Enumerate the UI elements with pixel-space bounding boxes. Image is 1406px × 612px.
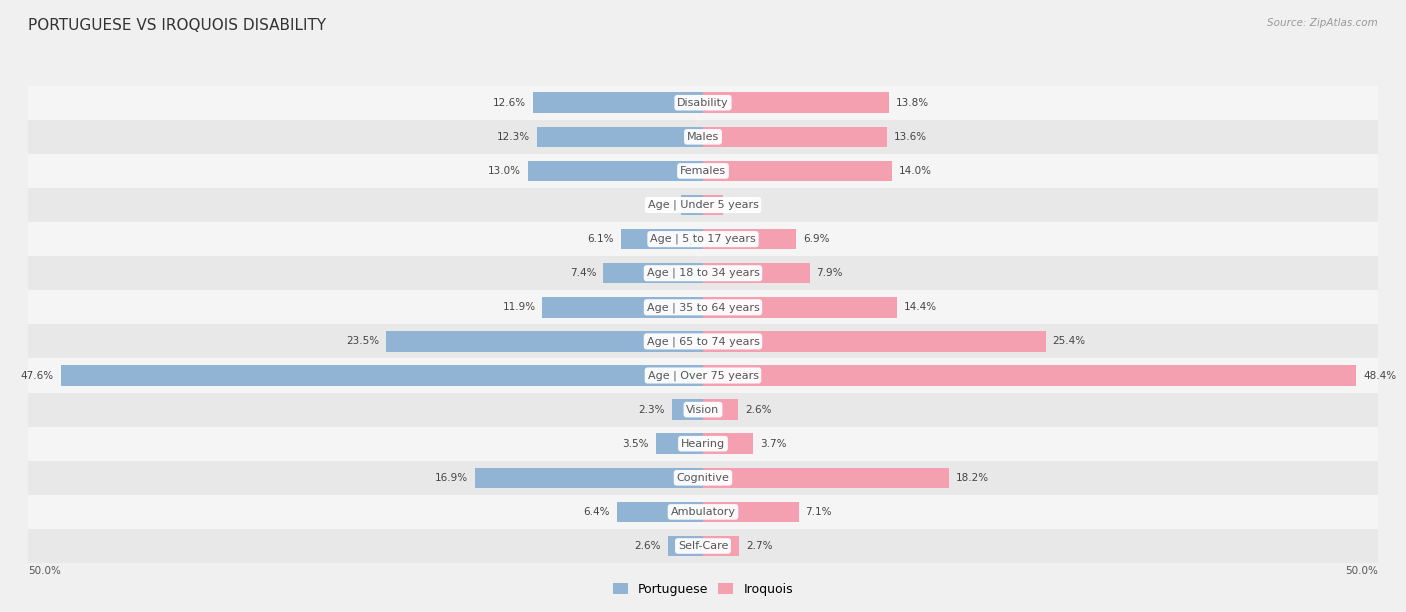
Bar <box>703 331 1046 352</box>
Bar <box>617 502 703 522</box>
Bar <box>28 256 1378 290</box>
Text: Disability: Disability <box>678 98 728 108</box>
Text: 1.6%: 1.6% <box>648 200 675 210</box>
Text: 6.4%: 6.4% <box>583 507 610 517</box>
Text: 7.4%: 7.4% <box>569 268 596 278</box>
Bar <box>28 529 1378 563</box>
Text: 13.6%: 13.6% <box>893 132 927 142</box>
Text: 12.3%: 12.3% <box>498 132 530 142</box>
Text: 2.6%: 2.6% <box>745 405 772 414</box>
Text: 48.4%: 48.4% <box>1362 370 1396 381</box>
Bar <box>703 536 740 556</box>
Text: 47.6%: 47.6% <box>21 370 53 381</box>
Bar <box>703 161 891 181</box>
Bar <box>655 433 703 454</box>
Bar <box>475 468 703 488</box>
Text: 6.1%: 6.1% <box>588 234 614 244</box>
Text: Self-Care: Self-Care <box>678 541 728 551</box>
Text: 3.5%: 3.5% <box>623 439 650 449</box>
Text: Age | 18 to 34 years: Age | 18 to 34 years <box>647 268 759 278</box>
Bar <box>703 127 887 147</box>
Text: 1.5%: 1.5% <box>730 200 756 210</box>
Text: 12.6%: 12.6% <box>494 98 526 108</box>
Bar <box>28 495 1378 529</box>
Text: PORTUGUESE VS IROQUOIS DISABILITY: PORTUGUESE VS IROQUOIS DISABILITY <box>28 18 326 34</box>
Text: 6.9%: 6.9% <box>803 234 830 244</box>
Bar <box>28 461 1378 495</box>
Bar <box>527 161 703 181</box>
Bar <box>28 154 1378 188</box>
Text: 18.2%: 18.2% <box>956 473 988 483</box>
Text: Age | Over 75 years: Age | Over 75 years <box>648 370 758 381</box>
Text: 7.1%: 7.1% <box>806 507 832 517</box>
Text: Source: ZipAtlas.com: Source: ZipAtlas.com <box>1267 18 1378 28</box>
Text: Age | 65 to 74 years: Age | 65 to 74 years <box>647 336 759 346</box>
Bar <box>543 297 703 318</box>
Bar <box>385 331 703 352</box>
Bar <box>28 188 1378 222</box>
Bar <box>703 502 799 522</box>
Bar <box>28 392 1378 427</box>
Text: 23.5%: 23.5% <box>346 337 380 346</box>
Bar <box>672 400 703 420</box>
Bar <box>537 127 703 147</box>
Bar <box>703 229 796 249</box>
Text: 2.6%: 2.6% <box>634 541 661 551</box>
Text: 14.0%: 14.0% <box>898 166 932 176</box>
Text: 11.9%: 11.9% <box>502 302 536 312</box>
Text: Males: Males <box>688 132 718 142</box>
Text: 25.4%: 25.4% <box>1053 337 1085 346</box>
Text: Females: Females <box>681 166 725 176</box>
Bar <box>60 365 703 386</box>
Bar <box>682 195 703 215</box>
Text: 2.7%: 2.7% <box>747 541 773 551</box>
Text: 50.0%: 50.0% <box>1346 565 1378 576</box>
Bar <box>28 427 1378 461</box>
Bar <box>703 195 723 215</box>
Bar <box>620 229 703 249</box>
Text: 13.0%: 13.0% <box>488 166 520 176</box>
Bar <box>703 468 949 488</box>
Bar <box>703 400 738 420</box>
Bar <box>668 536 703 556</box>
Text: Hearing: Hearing <box>681 439 725 449</box>
Bar <box>28 222 1378 256</box>
Bar <box>703 433 754 454</box>
Bar <box>533 92 703 113</box>
Text: Age | 5 to 17 years: Age | 5 to 17 years <box>650 234 756 244</box>
Bar <box>603 263 703 283</box>
Bar <box>28 86 1378 120</box>
Text: Cognitive: Cognitive <box>676 473 730 483</box>
Text: 7.9%: 7.9% <box>817 268 842 278</box>
Text: 14.4%: 14.4% <box>904 302 938 312</box>
Bar <box>28 290 1378 324</box>
Text: 50.0%: 50.0% <box>28 565 60 576</box>
Text: 2.3%: 2.3% <box>638 405 665 414</box>
Legend: Portuguese, Iroquois: Portuguese, Iroquois <box>609 579 797 600</box>
Bar <box>703 92 889 113</box>
Text: Ambulatory: Ambulatory <box>671 507 735 517</box>
Text: 13.8%: 13.8% <box>896 98 929 108</box>
Bar <box>703 365 1357 386</box>
Text: 16.9%: 16.9% <box>434 473 468 483</box>
Bar <box>28 120 1378 154</box>
Bar <box>28 359 1378 392</box>
Text: Age | Under 5 years: Age | Under 5 years <box>648 200 758 211</box>
Text: 3.7%: 3.7% <box>759 439 786 449</box>
Text: Vision: Vision <box>686 405 720 414</box>
Text: Age | 35 to 64 years: Age | 35 to 64 years <box>647 302 759 313</box>
Bar <box>703 263 810 283</box>
Bar <box>703 297 897 318</box>
Bar <box>28 324 1378 359</box>
